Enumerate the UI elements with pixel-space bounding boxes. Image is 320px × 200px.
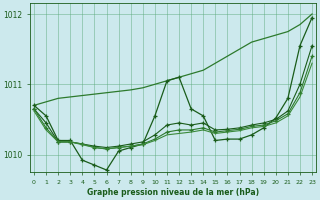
X-axis label: Graphe pression niveau de la mer (hPa): Graphe pression niveau de la mer (hPa) <box>87 188 259 197</box>
